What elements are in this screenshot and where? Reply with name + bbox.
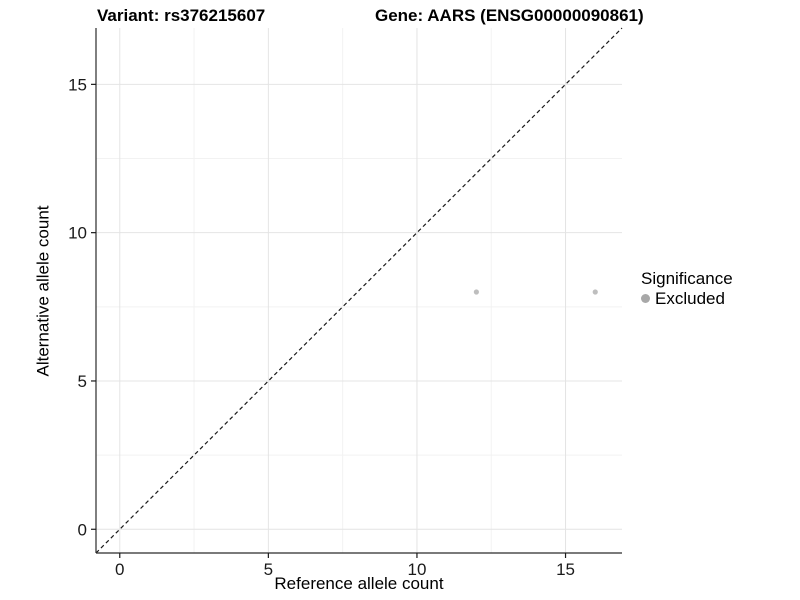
x-tick-label: 0 [115, 560, 124, 579]
legend: Significance Excluded [641, 269, 733, 308]
x-tick-label: 10 [407, 560, 426, 579]
x-tick-label: 15 [556, 560, 575, 579]
gene-title: Gene: AARS (ENSG00000090861) [375, 6, 644, 25]
y-tick-label: 5 [78, 372, 87, 391]
variant-title: Variant: rs376215607 [97, 6, 266, 25]
y-tick-label: 15 [68, 75, 87, 94]
legend-title: Significance [641, 269, 733, 288]
legend-item-label: Excluded [655, 289, 725, 308]
identity-dashed-line [95, 27, 623, 554]
legend-item-excluded: Excluded [641, 289, 733, 308]
x-axis-title: Reference allele count [274, 574, 444, 593]
excluded-point-icon [641, 294, 650, 303]
y-tick-label: 10 [68, 224, 87, 243]
data-point [473, 289, 479, 295]
data-point [592, 289, 598, 295]
x-tick-label: 5 [264, 560, 273, 579]
y-tick-label: 0 [78, 520, 87, 539]
